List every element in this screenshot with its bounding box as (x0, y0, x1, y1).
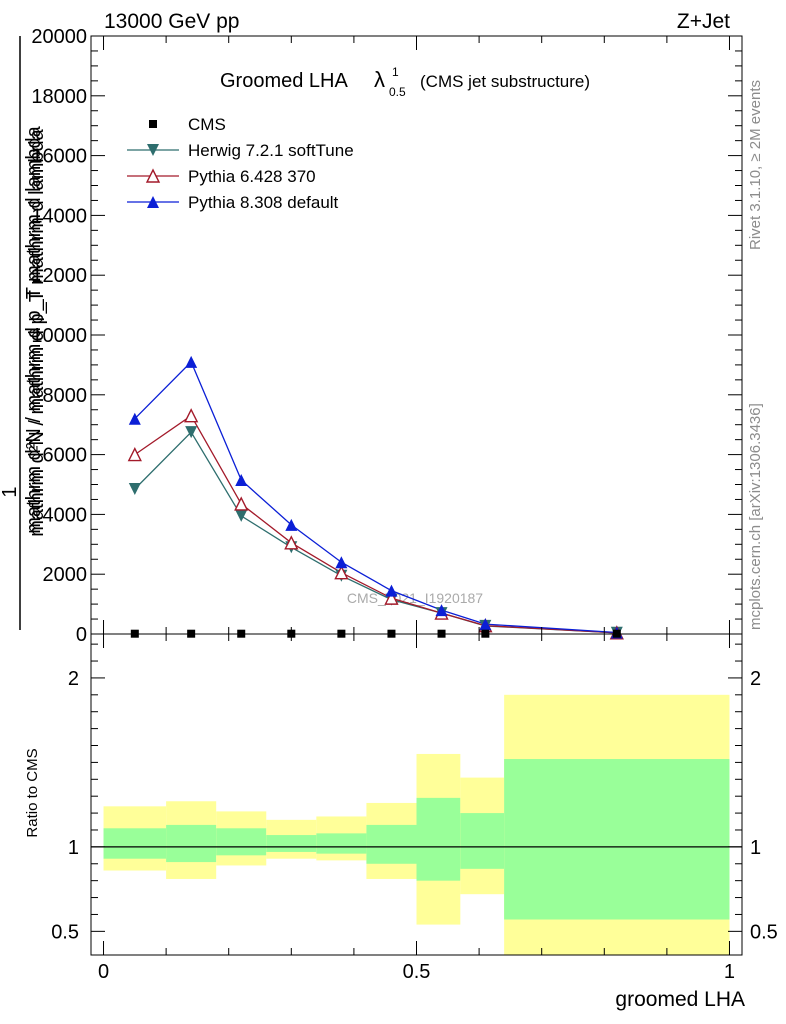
data-point-series-2 (234, 496, 249, 511)
data-point-series-3 (235, 474, 248, 487)
rivet-label: Rivet 3.1.10, ≥ 2M events (747, 80, 764, 250)
legend-label: Herwig 7.2.1 softTune (188, 141, 354, 160)
ratio-y-tick-label-right: 2 (750, 668, 761, 690)
legend-marker (149, 120, 157, 128)
data-point-series-3 (435, 604, 448, 617)
ratio-stat-uncertainty-band (216, 828, 267, 856)
y-label-numerator: 1 (0, 486, 21, 497)
data-point-series-3 (285, 518, 298, 531)
ratio-y-tick-label: 1 (68, 837, 79, 859)
mcplots-label: mcplots.cern.ch [arXiv:1306.3436] (747, 403, 764, 630)
title-suffix: (CMS jet substructure) (420, 72, 590, 91)
legend-entry: Pythia 8.308 default (127, 193, 339, 212)
ratio-y-tick-label: 0.5 (51, 921, 79, 943)
data-point-series-1 (185, 426, 198, 439)
analysis-watermark: CMS_2021_I1920187 (347, 590, 483, 606)
x-axis-label: groomed LHA (615, 988, 745, 1011)
data-point-series-2 (127, 447, 142, 462)
energy-label: 13000 GeV pp (104, 10, 239, 33)
title-lambda: λ (374, 67, 385, 92)
ratio-stat-uncertainty-band (316, 833, 367, 854)
y-label-denominator: mathrm d²N / mathrm d p_T mathrm d lambd… (26, 128, 48, 536)
x-tick-label: 1 (724, 961, 735, 983)
legend-label: Pythia 8.308 default (188, 193, 339, 212)
legend-entry: CMS (149, 115, 226, 134)
legend-label: Pythia 6.428 370 (188, 167, 316, 186)
y-tick-label: 12000 (31, 265, 87, 287)
y-tick-label: 10000 (31, 325, 87, 347)
data-point-series-3 (385, 584, 398, 597)
ratio-y-label: Ratio to CMS (24, 748, 41, 837)
ratio-y-tick-label-right: 0.5 (750, 921, 778, 943)
y-tick-label: 16000 (31, 146, 87, 168)
title-main: Groomed LHA (220, 70, 348, 92)
main-plot-panel: CMS_2021_I1920187 0 2000 4000 6000 8000 10000… (0, 26, 743, 646)
legend-label: CMS (188, 115, 226, 134)
plot-title: Groomed LHA λ 1 0.5 (CMS jet substructur… (220, 65, 590, 99)
ratio-stat-uncertainty-band (166, 824, 217, 863)
data-point-series-3 (128, 412, 141, 425)
x-tick-label: 0 (98, 961, 109, 983)
data-point-series-2 (334, 565, 349, 580)
y-tick-label: 8000 (43, 385, 88, 407)
ratio-y-tick-label-right: 1 (750, 837, 761, 859)
y-label-overlay: mathrm d²N / mathrm d p_T mathrm d lambd… (23, 125, 45, 533)
title-superscript: 1 (392, 65, 399, 79)
ratio-stat-uncertainty-band (504, 759, 730, 920)
data-point-series-2 (284, 535, 299, 550)
data-point-series-3 (185, 355, 198, 368)
y-tick-label: 2000 (43, 564, 88, 586)
ratio-plot-panel: 0.5 0.5 1 1 2 2 0 0.5 1 Ratio to CMS groomed LHA (24, 633, 778, 1011)
data-point-series-3 (479, 618, 492, 631)
data-point-series-1 (235, 509, 248, 522)
ratio-stat-uncertainty-band (416, 797, 461, 881)
y-tick-label: 0 (76, 624, 87, 646)
ratio-y-tick-label: 2 (68, 668, 79, 690)
ratio-stat-uncertainty-band (266, 835, 317, 852)
y-tick-label: 14000 (31, 205, 87, 227)
x-tick-label: 0.5 (403, 961, 431, 983)
y-tick-label: 20000 (31, 26, 87, 48)
ratio-stat-uncertainty-band (103, 828, 167, 859)
data-point-series-3 (335, 556, 348, 569)
process-label: Z+Jet (677, 10, 730, 33)
title-subscript: 0.5 (389, 85, 406, 99)
data-point-series-2 (184, 408, 199, 423)
legend-entry: Herwig 7.2.1 softTune (127, 141, 354, 160)
data-point-series-2 (384, 590, 399, 605)
y-tick-label: 18000 (31, 86, 87, 108)
y-tick-label: 6000 (43, 445, 88, 467)
y-tick-label: 4000 (43, 504, 88, 526)
legend-entry: Pythia 6.428 370 (127, 167, 316, 186)
y-axis-label: 1 mathrm d²N / mathrm d p_T mathrm d lam… (0, 36, 48, 630)
ratio-stat-uncertainty-band (460, 813, 505, 869)
data-point-series-1 (128, 482, 141, 495)
legend-marker (147, 196, 159, 208)
legend: CMS Herwig 7.2.1 softTune Pythia 6.428 370… (127, 115, 354, 212)
ratio-stat-uncertainty-band (366, 824, 417, 864)
legend-marker (147, 144, 159, 156)
legend-marker (145, 168, 161, 183)
